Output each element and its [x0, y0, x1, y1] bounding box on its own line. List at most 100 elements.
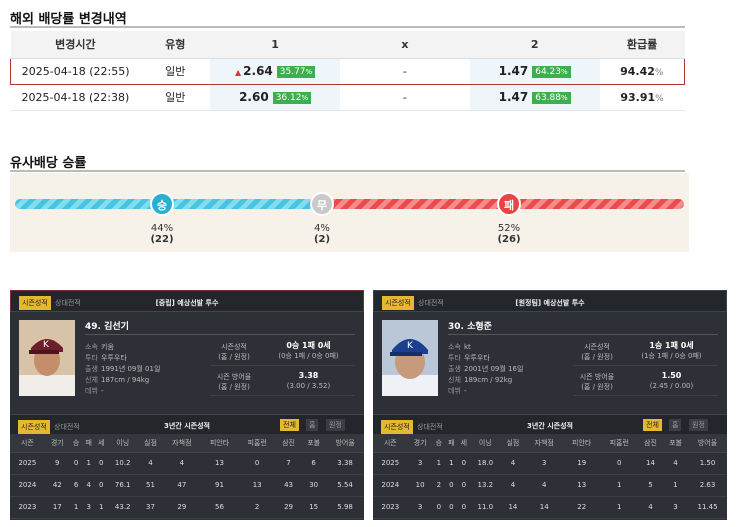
- odd1-pct: 36.12: [275, 93, 302, 103]
- stats-col-header: 포볼: [663, 434, 689, 453]
- draw-count: (2): [313, 234, 331, 245]
- odd2-pct-badge: 64.23%: [532, 66, 571, 78]
- filter-home[interactable]: 홈: [669, 419, 682, 431]
- table-row[interactable]: 2025-04-18 (22:55) 일반 ▲ 2.64 35.77% - 1.47…: [10, 57, 685, 85]
- tab-season-stats[interactable]: 시즌성적: [19, 296, 51, 310]
- tab-head-to-head[interactable]: 상대전적: [55, 299, 81, 307]
- stats-col-header: 피홈런: [238, 434, 276, 453]
- row-odd2-cell: 1.47 63.88%: [469, 84, 600, 111]
- tab-season-stats[interactable]: 시즌성적: [381, 420, 413, 434]
- stats-col-header: 자책점: [163, 434, 201, 453]
- refund-value: 94.42: [620, 64, 655, 78]
- win-pct: 44%: [150, 223, 174, 234]
- pct-suffix: %: [305, 68, 313, 76]
- row-type: 일반: [140, 84, 211, 111]
- odd2-value: 1.47: [498, 90, 529, 104]
- stats-cell: 10: [407, 474, 433, 497]
- label-line: 시즌 방어율: [216, 373, 252, 381]
- tab-season-stats[interactable]: 시즌성적: [382, 296, 414, 310]
- filter-away[interactable]: 원정: [689, 419, 708, 431]
- odd1-value: 2.64: [243, 64, 273, 78]
- pitcher-panel-title: [원정팀] 예상선발 투수: [515, 299, 585, 307]
- tab-season-stats[interactable]: 시즌성적: [18, 420, 50, 434]
- filter-home[interactable]: 홈: [306, 419, 319, 431]
- stats-cell: 2025: [373, 452, 408, 475]
- stats-col-header: 실점: [137, 434, 164, 453]
- filter-all[interactable]: 전체: [643, 419, 662, 431]
- info-key: 출생: [85, 365, 98, 373]
- row-odd2-cell: 1.47 64.23%: [469, 57, 600, 85]
- table-row[interactable]: 2025-04-18 (22:38) 일반 2.60 36.12% - 1.47 6…: [10, 84, 685, 111]
- stats-cell: 0: [457, 474, 471, 497]
- stats-cell: 2: [432, 474, 446, 497]
- pct-suffix: %: [561, 68, 568, 76]
- odd2-pct: 63.88: [535, 93, 561, 103]
- stats-col-header: 방어율: [688, 434, 727, 453]
- stats-col-header: 자책점: [525, 434, 563, 453]
- info-key: 데뷔: [448, 387, 461, 395]
- three-year-title: 3년간 시즌성적: [164, 422, 210, 430]
- era-sub: (3.00 / 3.52): [286, 382, 331, 390]
- stats-cell: 3: [525, 452, 563, 475]
- stats-col-header: 승: [432, 434, 446, 453]
- pitcher-photo: K: [19, 320, 75, 396]
- label-line: (홈 / 원정): [581, 353, 613, 361]
- row-type: 일반: [140, 57, 211, 85]
- stats-col-header: 세: [94, 434, 108, 453]
- stats-cell: 42: [44, 474, 70, 497]
- stats-cell: 18.0: [470, 452, 501, 475]
- table-row: 2024 10 2 0 0 13.2 4 4 13 1 5 1 2.63: [373, 474, 727, 497]
- label-line: (홈 / 원정): [581, 383, 613, 391]
- stats-cell: 47: [163, 474, 201, 497]
- col-odd2: 2: [469, 31, 600, 59]
- stats-cell: 10.2: [107, 452, 138, 475]
- stats-cell: 14: [500, 496, 526, 519]
- filter-away[interactable]: 원정: [326, 419, 345, 431]
- stats-col-header: 이닝: [107, 434, 138, 453]
- stats-col-header: 실점: [500, 434, 526, 453]
- stats-cell: 37: [137, 496, 164, 519]
- pitcher-panel-title: [중립] 예상선발 투수: [155, 299, 219, 307]
- col-draw: x: [340, 31, 470, 59]
- home-pitcher-panel: 시즌성적 상대전적 [중립] 예상선발 투수 K 49. 김선기 소속 키움 투타…: [10, 290, 364, 520]
- three-year-stats-table: 시즌 경기 승 패 세 이닝 실점 자책점 피안타 피홈런 삼진 포볼 방어율 2025 9 0 1 0 10.2 4…: [10, 434, 364, 519]
- three-year-title: 3년간 시즌성적: [527, 422, 573, 430]
- stats-cell: 3: [407, 496, 433, 519]
- stats-cell: 1.50: [688, 452, 727, 475]
- stats-cell: 14: [525, 496, 563, 519]
- stats-cell: 1: [600, 474, 638, 497]
- record-main: 0승 1패 0세: [286, 341, 331, 350]
- stats-cell: 4: [663, 452, 689, 475]
- stats-cell: 7: [275, 452, 302, 475]
- svg-text:K: K: [407, 341, 414, 351]
- tab-head-to-head[interactable]: 상대전적: [54, 423, 80, 431]
- tab-head-to-head[interactable]: 상대전적: [418, 299, 444, 307]
- stats-cell: 4: [500, 474, 526, 497]
- info-hand: 우투우타: [101, 354, 127, 362]
- pitcher-name: 30. 소형준: [448, 319, 718, 335]
- stats-col-header: 세: [457, 434, 471, 453]
- stats-cell: 11.0: [470, 496, 501, 519]
- stats-cell: 0: [445, 496, 458, 519]
- filter-all[interactable]: 전체: [280, 419, 299, 431]
- label-line: 시즌성적: [584, 343, 610, 351]
- row-time: 2025-04-18 (22:38): [10, 84, 141, 111]
- stats-cell: 0: [600, 452, 638, 475]
- stats-col-header: 시즌: [10, 434, 45, 453]
- pitcher-panel-header: 시즌성적 상대전적 [원정팀] 예상선발 투수: [373, 290, 727, 312]
- season-record-value: 1승 1패 0세 (1승 1패 / 0승 0패): [625, 340, 718, 362]
- stats-cell: 0: [69, 452, 83, 475]
- stats-col-header: 경기: [44, 434, 70, 453]
- info-debut: -: [464, 387, 467, 395]
- stats-col-header: 경기: [407, 434, 433, 453]
- table-row: 2024 42 6 4 0 76.1 51 47 91 13 43 30 5.54: [10, 474, 364, 497]
- pitcher-info: 소속 kt 투타 우투우타 출생 2001년 09월 16일 신체 189cm / 92…: [448, 342, 523, 397]
- era-sub: (2.45 / 0.00): [649, 382, 694, 390]
- stats-cell: 15: [301, 496, 327, 519]
- stats-col-header: 패: [82, 434, 95, 453]
- row-refund: 93.91%: [599, 84, 685, 111]
- info-key: 투타: [448, 354, 461, 362]
- stats-cell: 2.63: [688, 474, 727, 497]
- tab-head-to-head[interactable]: 상대전적: [417, 423, 443, 431]
- pitcher-info: 소속 키움 투타 우투우타 출생 1991년 09월 01일 신체 187cm / 94…: [85, 342, 160, 397]
